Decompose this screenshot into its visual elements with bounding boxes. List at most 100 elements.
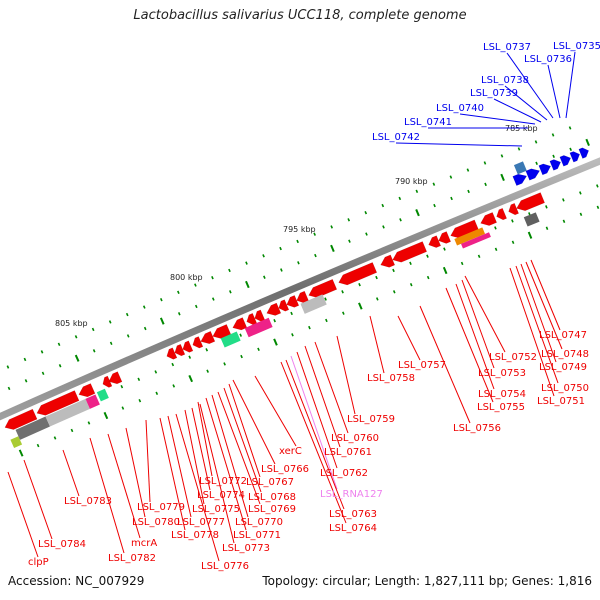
gene-label-lsl-0773[interactable]: LSL_0773 (222, 543, 270, 554)
reverse-gene-arrow[interactable] (174, 343, 186, 357)
gene-label-clpp[interactable]: clpP (28, 557, 49, 568)
gene-label-lsl-0782[interactable]: LSL_0782 (108, 553, 156, 564)
gene-label-lsl-0753[interactable]: LSL_0753 (478, 368, 526, 379)
gene-label-lsl-0757[interactable]: LSL_0757 (398, 360, 446, 371)
gene-label-lsl-0758[interactable]: LSL_0758 (367, 373, 415, 384)
gene-label-lsl-0755[interactable]: LSL_0755 (477, 402, 525, 413)
gene-label-xerc[interactable]: xerC (279, 446, 302, 457)
gene-label-lsl-0759[interactable]: LSL_0759 (347, 414, 395, 425)
reverse-gene-arrow[interactable] (278, 299, 290, 312)
feature-block[interactable] (461, 232, 491, 249)
reverse-gene-arrow[interactable] (166, 347, 178, 360)
reverse-gene-arrow[interactable] (338, 262, 378, 286)
gene-label-lsl-0747[interactable]: LSL_0747 (539, 330, 587, 341)
gene-label-lsl-0756[interactable]: LSL_0756 (453, 423, 501, 434)
reverse-gene-arrow[interactable] (200, 330, 216, 345)
gene-label-lsl-0738[interactable]: LSL_0738 (481, 75, 529, 86)
feature-block[interactable] (300, 294, 327, 314)
gene-label-lsl-0777[interactable]: LSL_0777 (177, 517, 225, 528)
reverse-gene-arrow[interactable] (4, 408, 38, 430)
forward-gene-arrow[interactable] (559, 155, 572, 167)
gene-label-lsl-0736[interactable]: LSL_0736 (524, 54, 572, 65)
gene-label-lsl-0754[interactable]: LSL_0754 (478, 389, 526, 400)
feature-block[interactable] (45, 398, 90, 427)
tick-mark (273, 338, 278, 346)
feature-block[interactable] (96, 388, 109, 402)
tick-mark (103, 411, 109, 420)
gene-label-lsl-0740[interactable]: LSL_0740 (436, 103, 484, 114)
forward-gene-arrow[interactable] (525, 168, 541, 181)
tick-mark (125, 312, 129, 317)
reverse-gene-arrow[interactable] (286, 295, 300, 308)
forward-gene-block[interactable] (513, 161, 527, 175)
reverse-gene-arrow[interactable] (516, 192, 545, 212)
forward-gene-arrow[interactable] (549, 159, 562, 171)
gene-label-lsl-0770[interactable]: LSL_0770 (235, 517, 283, 528)
label-leader-line (290, 355, 338, 490)
forward-gene-arrow[interactable] (569, 151, 581, 163)
reverse-gene-arrow[interactable] (508, 202, 520, 216)
feature-block[interactable] (10, 436, 23, 449)
gene-label-lsl-0766[interactable]: LSL_0766 (261, 464, 309, 475)
reverse-gene-arrow[interactable] (212, 324, 232, 339)
feature-block[interactable] (454, 227, 486, 246)
gene-label-lsl-0771[interactable]: LSL_0771 (233, 530, 281, 541)
feature-block[interactable] (220, 331, 241, 348)
gene-label-lsl-0783[interactable]: LSL_0783 (64, 496, 112, 507)
reverse-gene-arrow[interactable] (254, 309, 266, 322)
gene-label-mcra[interactable]: mcrA (131, 538, 157, 549)
gene-label-lsl-0780[interactable]: LSL_0780 (132, 517, 180, 528)
gene-label-lsl-0761[interactable]: LSL_0761 (324, 447, 372, 458)
gene-label-lsl-0772[interactable]: LSL_0772 (199, 476, 247, 487)
gene-label-lsl-0778[interactable]: LSL_0778 (171, 530, 219, 541)
gene-label-lsl-0749[interactable]: LSL_0749 (539, 362, 587, 373)
feature-block[interactable] (244, 317, 273, 338)
gene-label-lsl-0762[interactable]: LSL_0762 (320, 468, 368, 479)
gene-label-lsl-0779[interactable]: LSL_0779 (137, 502, 185, 513)
gene-label-lsl-0763[interactable]: LSL_0763 (329, 509, 377, 520)
feature-block[interactable] (85, 394, 100, 409)
gene-label-lsl-0774[interactable]: LSL_0774 (197, 490, 245, 501)
reverse-gene-arrow[interactable] (182, 340, 194, 353)
gene-label-lsl-0739[interactable]: LSL_0739 (470, 88, 518, 99)
tick-mark (205, 348, 209, 352)
reverse-gene-arrow[interactable] (192, 336, 204, 349)
gene-label-lsl-0768[interactable]: LSL_0768 (248, 492, 296, 503)
gene-label-lsl-0748[interactable]: LSL_0748 (541, 349, 589, 360)
reverse-gene-arrow[interactable] (108, 371, 123, 385)
reverse-gene-arrow[interactable] (428, 235, 442, 248)
reverse-gene-arrow[interactable] (266, 302, 282, 316)
gene-label-lsl-0767[interactable]: LSL_0767 (246, 477, 294, 488)
label-leader-line (107, 433, 141, 539)
reverse-gene-arrow[interactable] (246, 312, 258, 326)
feature-block[interactable] (15, 416, 50, 440)
genome-backbone (0, 157, 600, 421)
gene-label-lsl-0760[interactable]: LSL_0760 (331, 433, 379, 444)
gene-label-lsl-0769[interactable]: LSL_0769 (248, 504, 296, 515)
reverse-gene-arrow[interactable] (438, 231, 452, 244)
reverse-gene-arrow[interactable] (392, 241, 428, 263)
gene-label-lsl-0750[interactable]: LSL_0750 (541, 383, 589, 394)
tick-mark (108, 320, 112, 324)
reverse-gene-arrow[interactable] (496, 207, 508, 221)
reverse-gene-arrow[interactable] (36, 390, 80, 416)
gene-label-lsl-0752[interactable]: LSL_0752 (489, 352, 537, 363)
gene-label-lsl-0764[interactable]: LSL_0764 (329, 523, 377, 534)
reverse-gene-arrow[interactable] (480, 212, 498, 226)
gene-label-lsl-0742[interactable]: LSL_0742 (372, 132, 420, 143)
feature-block[interactable] (523, 212, 540, 227)
gene-label-lsl-0737[interactable]: LSL_0737 (483, 42, 531, 53)
gene-label-lsl-0751[interactable]: LSL_0751 (537, 396, 585, 407)
forward-gene-arrow[interactable] (512, 173, 528, 186)
gene-label-lsl-rna127[interactable]: LSL_RNA127 (320, 489, 383, 500)
gene-label-lsl-0776[interactable]: LSL_0776 (201, 561, 249, 572)
reverse-gene-arrow[interactable] (380, 254, 396, 268)
gene-label-lsl-0741[interactable]: LSL_0741 (404, 117, 452, 128)
gene-label-lsl-0784[interactable]: LSL_0784 (38, 539, 86, 550)
reverse-gene-arrow[interactable] (78, 383, 96, 398)
forward-gene-arrow[interactable] (578, 147, 590, 159)
reverse-gene-arrow[interactable] (232, 317, 248, 331)
gene-label-lsl-0775[interactable]: LSL_0775 (192, 504, 240, 515)
gene-label-lsl-0735[interactable]: LSL_0735 (553, 41, 600, 52)
forward-gene-arrow[interactable] (538, 163, 552, 176)
